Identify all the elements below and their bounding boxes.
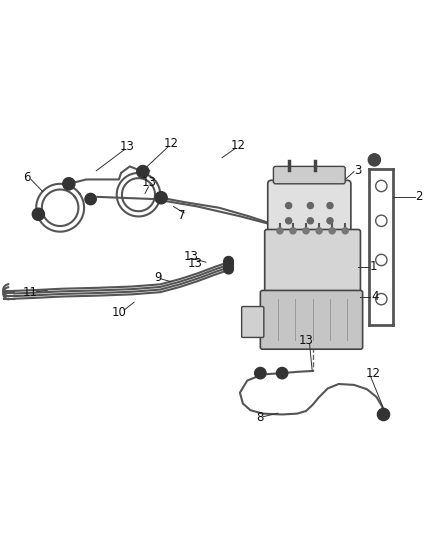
Circle shape — [224, 262, 233, 271]
Text: 12: 12 — [231, 139, 246, 152]
Circle shape — [368, 154, 381, 166]
Circle shape — [276, 367, 288, 379]
Text: 12: 12 — [366, 367, 381, 379]
Text: 2: 2 — [416, 190, 423, 204]
Text: 10: 10 — [111, 306, 126, 319]
Circle shape — [32, 208, 45, 220]
Circle shape — [224, 259, 233, 269]
Circle shape — [224, 256, 233, 266]
Circle shape — [63, 177, 75, 190]
Text: 12: 12 — [164, 138, 179, 150]
Text: 1: 1 — [370, 260, 377, 273]
Circle shape — [376, 254, 387, 265]
Circle shape — [329, 228, 335, 234]
Text: 4: 4 — [371, 290, 378, 303]
Circle shape — [303, 228, 309, 234]
FancyBboxPatch shape — [268, 180, 351, 237]
Circle shape — [137, 166, 149, 177]
Text: 3: 3 — [355, 164, 362, 177]
Circle shape — [376, 294, 387, 305]
Circle shape — [307, 203, 314, 208]
Circle shape — [327, 218, 333, 224]
Circle shape — [155, 192, 167, 204]
Text: 9: 9 — [154, 271, 162, 284]
Circle shape — [376, 215, 387, 227]
FancyBboxPatch shape — [273, 166, 345, 184]
Circle shape — [254, 367, 266, 379]
Circle shape — [286, 203, 292, 208]
Circle shape — [290, 228, 296, 234]
Circle shape — [277, 228, 283, 234]
Circle shape — [286, 218, 292, 224]
Circle shape — [342, 228, 348, 234]
FancyBboxPatch shape — [265, 230, 360, 293]
Circle shape — [85, 193, 96, 205]
FancyBboxPatch shape — [260, 290, 363, 349]
Text: 13: 13 — [142, 176, 157, 189]
Text: 13: 13 — [187, 257, 202, 270]
Text: 13: 13 — [183, 250, 198, 263]
Circle shape — [224, 264, 233, 274]
FancyBboxPatch shape — [242, 306, 264, 337]
Text: 7: 7 — [178, 208, 186, 222]
Circle shape — [376, 180, 387, 192]
Text: 6: 6 — [23, 171, 30, 184]
Circle shape — [307, 218, 314, 224]
Circle shape — [378, 408, 390, 421]
Text: 8: 8 — [257, 411, 264, 424]
Text: 13: 13 — [299, 334, 314, 347]
Circle shape — [327, 203, 333, 208]
Circle shape — [316, 228, 322, 234]
Text: 13: 13 — [120, 140, 135, 154]
Text: 11: 11 — [22, 286, 37, 299]
